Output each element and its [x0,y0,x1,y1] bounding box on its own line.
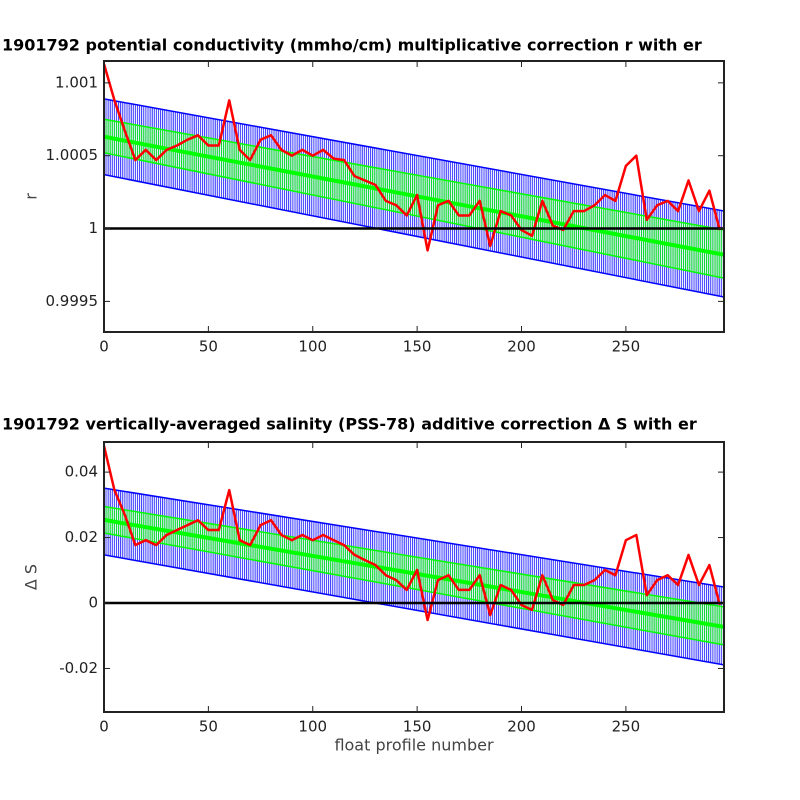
x-tick-label: 0 [99,338,109,356]
x-tick-label: 100 [298,718,327,736]
y-tick-label: 1 [88,219,98,237]
x-tick-label: 50 [199,338,218,356]
y-axis-label: r [22,193,41,200]
fit-line [104,134,724,257]
x-tick-label: 250 [612,718,641,736]
error-lower [104,532,724,646]
x-tick-label: 0 [99,718,109,736]
y-tick-label: 1.001 [55,73,98,91]
y-tick-label: 0.02 [65,528,98,546]
chart-title: 1901792 potential conductivity (mmho/cm)… [2,36,702,55]
x-tick-label: 200 [507,338,536,356]
x-tick-label: 250 [612,338,641,356]
data-line [104,63,722,252]
y-tick-label: 1.0005 [46,146,99,164]
chart-title: 1901792 vertically-averaged salinity (PS… [2,415,697,434]
error-upper [104,487,724,588]
data-line [104,445,722,622]
y-tick-label: 0.9995 [46,292,99,310]
x-tick-label: 100 [298,338,327,356]
error-lower [104,173,724,298]
x-axis-label: float profile number [334,736,494,755]
error-lower [104,554,724,666]
y-axis-label: Δ S [22,564,41,590]
error-upper [104,118,724,231]
error-lower [104,152,724,279]
axes-box [103,60,725,333]
axes-box [103,441,725,713]
y-tick-label: -0.02 [59,659,98,677]
x-tick-label: 150 [403,718,432,736]
y-tick-label: 0 [88,594,98,612]
x-tick-label: 200 [507,718,536,736]
x-tick-label: 150 [403,338,432,356]
y-tick-label: 0.04 [65,463,98,481]
error-upper [104,505,724,608]
x-tick-label: 50 [199,718,218,736]
error-upper [104,98,724,212]
